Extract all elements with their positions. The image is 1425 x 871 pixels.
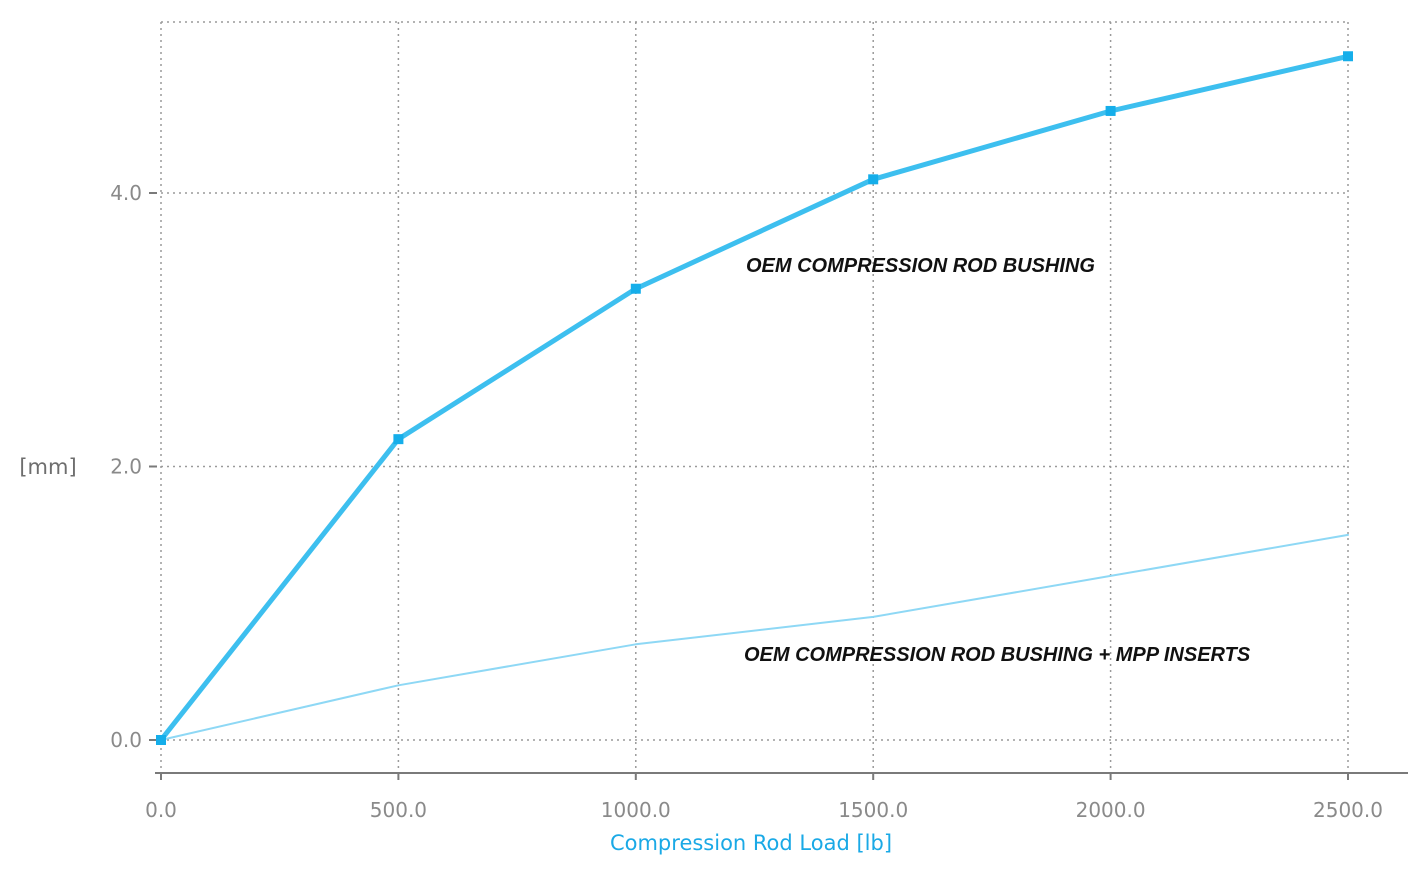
- axes: [149, 192, 1408, 780]
- x-tick-label: 1000.0: [601, 798, 671, 822]
- y-tick-label: 0.0: [110, 728, 142, 752]
- data-point-marker: [630, 283, 641, 294]
- y-tick-label: 2.0: [110, 455, 142, 479]
- series-lines: [158, 53, 1351, 743]
- x-tick-label: 2500.0: [1313, 798, 1383, 822]
- x-axis-title: Compression Rod Load [lb]: [610, 831, 892, 855]
- series-markers: [156, 51, 1353, 745]
- x-tick-label: 2000.0: [1076, 798, 1146, 822]
- data-point-marker: [393, 434, 404, 445]
- tick-labels: 0.0 500.0 1000.0 1500.0 2000.0 2500.0 0.0 2.0 4.…: [110, 181, 1383, 822]
- series-line-oem: [158, 53, 1351, 743]
- x-tick-label: 0.0: [145, 798, 177, 822]
- x-tick-label: 500.0: [370, 798, 427, 822]
- series-label-oem: OEM COMPRESSION ROD BUSHING: [746, 255, 1095, 277]
- series-label-mpp: OEM COMPRESSION ROD BUSHING + MPP INSERT…: [744, 644, 1251, 666]
- series-line-mpp: [160, 533, 1349, 741]
- y-axis-title: [mm]: [19, 455, 76, 479]
- grid-lines: [160, 21, 1349, 773]
- data-point-marker: [1105, 105, 1116, 116]
- data-point-marker: [868, 174, 879, 185]
- x-tick-label: 1500.0: [838, 798, 908, 822]
- y-tick-label: 4.0: [110, 181, 142, 205]
- data-point-marker: [156, 735, 166, 745]
- data-point-marker: [1343, 51, 1353, 62]
